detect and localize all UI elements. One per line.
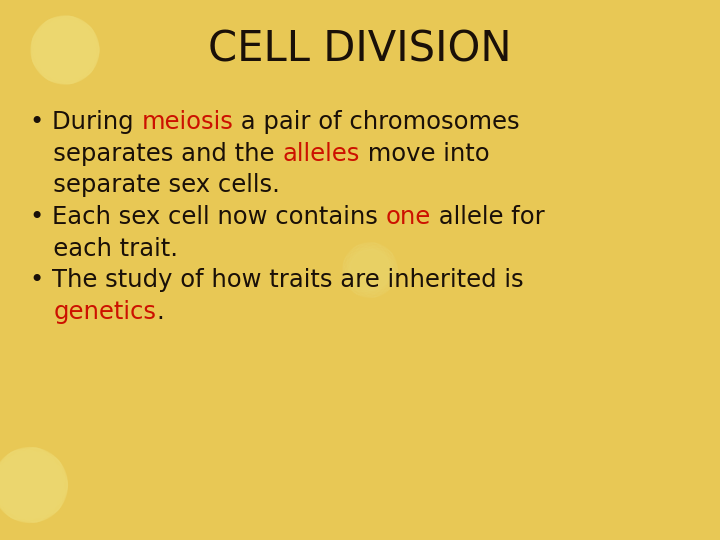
Polygon shape xyxy=(350,243,395,295)
Polygon shape xyxy=(620,437,696,532)
Polygon shape xyxy=(615,450,707,527)
Polygon shape xyxy=(0,449,62,514)
Polygon shape xyxy=(40,19,96,84)
Polygon shape xyxy=(32,23,94,83)
Polygon shape xyxy=(2,451,65,522)
Polygon shape xyxy=(613,448,700,530)
Polygon shape xyxy=(613,448,708,523)
Polygon shape xyxy=(343,250,397,294)
Polygon shape xyxy=(0,452,68,512)
Text: one: one xyxy=(386,205,431,229)
Text: allele for: allele for xyxy=(431,205,544,229)
Text: move into: move into xyxy=(359,141,490,166)
Polygon shape xyxy=(347,243,391,298)
Text: • The study of how traits are inherited is: • The study of how traits are inherited … xyxy=(30,268,523,292)
Text: • During: • During xyxy=(30,110,141,134)
Polygon shape xyxy=(343,248,393,296)
Polygon shape xyxy=(625,442,704,532)
Polygon shape xyxy=(347,242,391,297)
Text: each trait.: each trait. xyxy=(30,237,178,261)
Polygon shape xyxy=(343,244,393,292)
Polygon shape xyxy=(625,438,704,528)
Polygon shape xyxy=(0,455,68,515)
Polygon shape xyxy=(32,25,99,80)
Polygon shape xyxy=(0,456,62,521)
Polygon shape xyxy=(615,443,707,519)
Polygon shape xyxy=(31,23,99,77)
Polygon shape xyxy=(0,448,58,522)
Polygon shape xyxy=(620,438,696,532)
Text: a pair of chromosomes: a pair of chromosomes xyxy=(233,110,520,134)
Text: separates and the: separates and the xyxy=(30,141,282,166)
Text: genetics: genetics xyxy=(53,300,156,324)
Polygon shape xyxy=(613,440,700,522)
Polygon shape xyxy=(32,18,94,77)
Polygon shape xyxy=(343,248,397,292)
Text: separate sex cells.: separate sex cells. xyxy=(30,173,280,197)
Polygon shape xyxy=(350,245,395,297)
Text: • Each sex cell now contains: • Each sex cell now contains xyxy=(30,205,386,229)
Polygon shape xyxy=(0,448,58,523)
Polygon shape xyxy=(0,458,68,518)
Polygon shape xyxy=(37,16,91,84)
Polygon shape xyxy=(2,448,65,519)
Polygon shape xyxy=(32,20,99,75)
Polygon shape xyxy=(37,16,91,84)
Text: CELL DIVISION: CELL DIVISION xyxy=(208,29,512,71)
Polygon shape xyxy=(343,246,397,290)
Text: .: . xyxy=(156,300,164,324)
Text: alleles: alleles xyxy=(282,141,359,166)
Polygon shape xyxy=(40,16,96,81)
Text: meiosis: meiosis xyxy=(141,110,233,134)
